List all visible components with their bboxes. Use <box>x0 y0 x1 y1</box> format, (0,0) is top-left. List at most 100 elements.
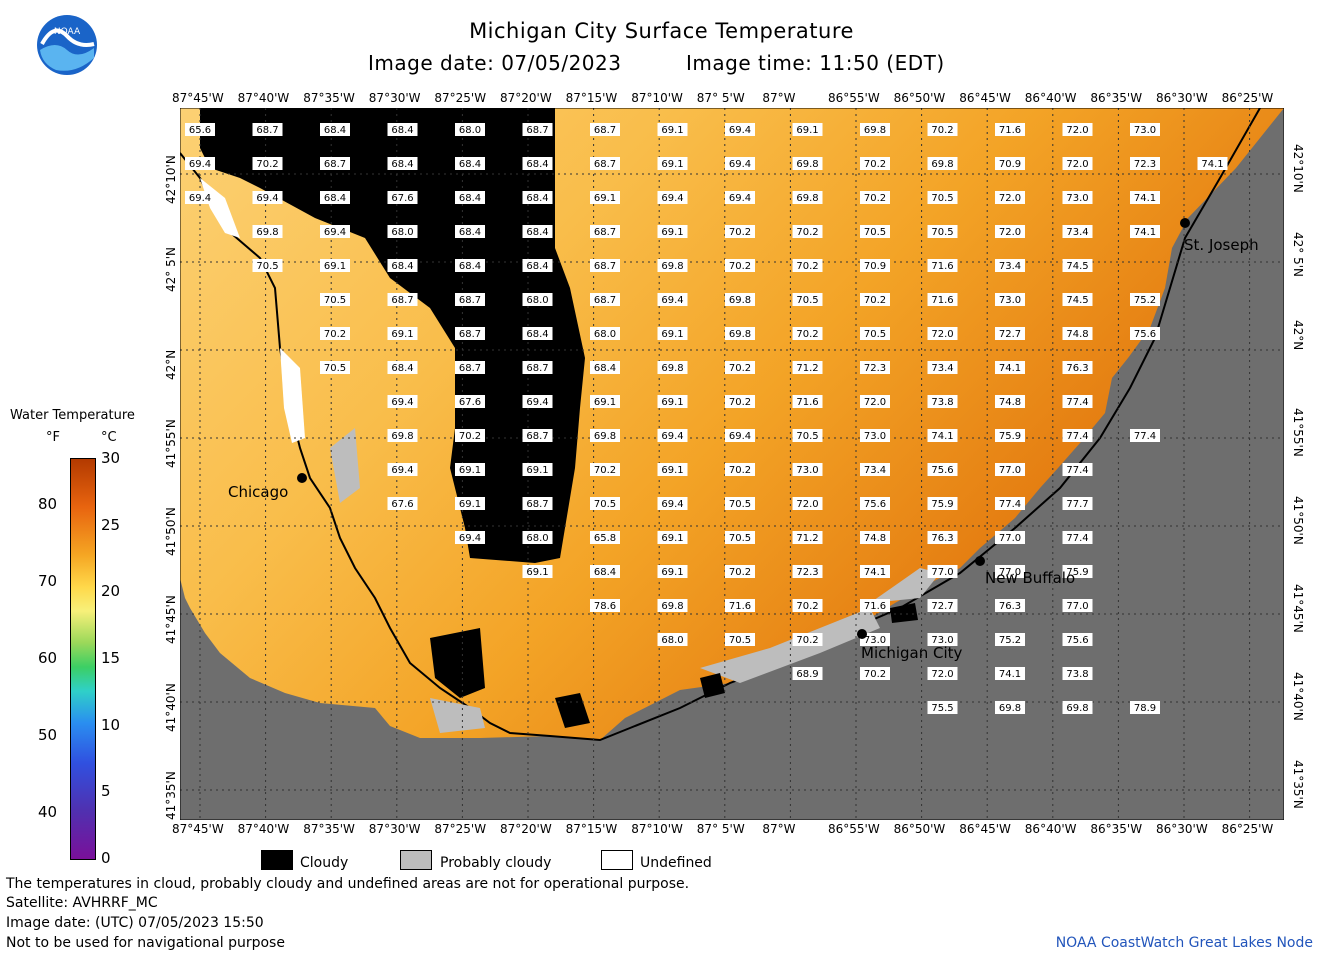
temperature-label-box <box>455 395 485 408</box>
temperature-label-box <box>522 463 553 476</box>
temperature-value: 70.5 <box>927 225 958 238</box>
probably-cloudy-area <box>330 428 360 503</box>
temperature-label-box <box>522 497 553 510</box>
temperature-value: 77.4 <box>1062 429 1093 442</box>
temperature-value: 72.0 <box>995 191 1025 204</box>
temperature-label-box <box>792 259 823 272</box>
temperature-label: 68.4 <box>324 125 346 136</box>
temperature-label-box <box>1130 157 1160 170</box>
temperature-label-box <box>1062 157 1093 170</box>
temperature-label-box <box>387 429 418 442</box>
temperature-label-box <box>1062 667 1093 680</box>
temperature-label-box <box>657 463 688 476</box>
colorbar-f-tick: 70 <box>38 572 58 591</box>
temperature-label-box <box>455 497 485 510</box>
temperature-label: 67.6 <box>391 193 413 204</box>
cloud-area <box>700 673 725 698</box>
unit-f: °F <box>46 430 60 445</box>
temperature-value: 74.1 <box>1197 157 1228 170</box>
undefined-area <box>280 348 305 443</box>
footer-disclaimer: The temperatures in cloud, probably clou… <box>6 876 690 892</box>
temperature-value: 74.8 <box>1062 327 1093 340</box>
latitude-tick-label: 41°45'N <box>164 595 178 644</box>
temperature-value: 74.1 <box>995 667 1025 680</box>
temperature-label: 69.1 <box>661 397 683 408</box>
temperature-label: 73.0 <box>999 295 1021 306</box>
temperature-value: 73.4 <box>860 463 890 476</box>
temperature-value: 68.4 <box>387 361 418 374</box>
temperature-label-box <box>657 565 688 578</box>
temperature-label-box <box>657 599 688 612</box>
latitude-tick-label: 42°N <box>164 349 178 380</box>
temperature-value: 69.1 <box>387 327 418 340</box>
temperature-label: 74.1 <box>999 363 1021 374</box>
temperature-label: 68.9 <box>796 669 818 680</box>
longitude-tick-label: 86°30'W <box>1156 91 1208 105</box>
longitude-tick-label: 86°40'W <box>1024 91 1077 105</box>
temperature-value: 77.0 <box>995 565 1025 578</box>
temperature-value: 69.4 <box>185 191 215 204</box>
temperature-label: 70.2 <box>324 329 346 340</box>
temperature-value: 68.4 <box>522 259 553 272</box>
longitude-tick-label: 87°20'W <box>500 822 552 836</box>
temperature-value: 69.1 <box>657 463 688 476</box>
temperature-label: 70.2 <box>729 465 751 476</box>
temperature-label: 68.0 <box>459 125 481 136</box>
temperature-label: 70.5 <box>864 329 886 340</box>
temperature-label-box <box>860 395 890 408</box>
temperature-label: 70.2 <box>796 227 818 238</box>
temperature-value: 70.2 <box>860 157 890 170</box>
temperature-label: 72.0 <box>796 499 818 510</box>
temperature-label: 73.0 <box>931 635 953 646</box>
longitude-tick-label: 87° 5'W <box>696 91 745 105</box>
temperature-value: 69.8 <box>252 225 283 238</box>
temperature-label: 67.6 <box>391 499 413 510</box>
chicago-marker <box>297 473 307 483</box>
latitude-tick-label: 42° 5'N <box>164 247 178 292</box>
temperature-label: 69.4 <box>729 159 751 170</box>
temperature-value: 68.0 <box>590 327 620 340</box>
temperature-label-box <box>995 701 1025 714</box>
temperature-value: 71.6 <box>995 123 1025 136</box>
temperature-label-box <box>792 123 823 136</box>
latitude-tick-label: 41°50'N <box>164 507 178 556</box>
temperature-value: 72.7 <box>927 599 958 612</box>
temperature-value: 68.4 <box>522 327 553 340</box>
longitude-tick-label: 86°25'W <box>1221 91 1274 105</box>
longitude-tick-label: 87°W <box>762 91 796 105</box>
temperature-label-box <box>455 429 485 442</box>
longitude-tick-label: 87°15'W <box>565 822 618 836</box>
longitude-tick-label: 86°30'W <box>1156 822 1208 836</box>
temperature-label: 70.2 <box>729 363 751 374</box>
temperature-label: 73.8 <box>931 397 953 408</box>
temperature-label: 73.0 <box>864 635 886 646</box>
temperature-value: 70.2 <box>320 327 350 340</box>
temperature-value: 75.6 <box>927 463 958 476</box>
temperature-value: 65.8 <box>590 531 620 544</box>
temperature-value: 69.8 <box>590 429 620 442</box>
temperature-label: 69.4 <box>729 125 751 136</box>
temperature-value: 75.6 <box>1130 327 1160 340</box>
temperature-value: 69.1 <box>657 565 688 578</box>
temperature-label: 71.6 <box>999 125 1021 136</box>
temperature-label: 69.4 <box>256 193 278 204</box>
temperature-label-box <box>1062 123 1093 136</box>
temperature-label: 69.8 <box>594 431 616 442</box>
temperature-label: 68.7 <box>526 363 548 374</box>
longitude-tick-label: 86°45'W <box>959 91 1011 105</box>
temperature-label-box <box>995 191 1025 204</box>
temperature-label: 77.0 <box>1066 601 1088 612</box>
colorbar-f-tick: 80 <box>38 495 58 514</box>
longitude-tick-label: 87°W <box>762 822 796 836</box>
temperature-label-box <box>995 123 1025 136</box>
temperature-label: 69.1 <box>661 329 683 340</box>
temperature-value: 68.7 <box>522 361 553 374</box>
temperature-label: 70.2 <box>796 261 818 272</box>
temperature-label-box <box>522 361 553 374</box>
temperature-label-box <box>860 293 890 306</box>
temperature-label: 72.7 <box>999 329 1021 340</box>
temperature-value: 73.4 <box>927 361 958 374</box>
undefined-swatch <box>601 850 633 870</box>
latitude-tick-label: 41°40'N <box>164 683 178 732</box>
temperature-label-box <box>995 633 1025 646</box>
